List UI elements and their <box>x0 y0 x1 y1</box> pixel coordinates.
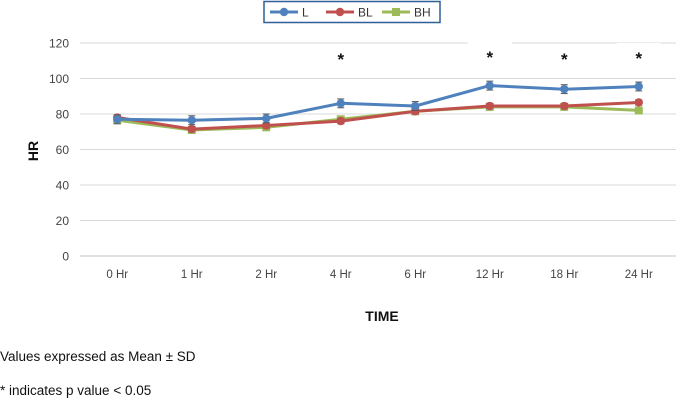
x-tick-label: 4 Hr <box>330 269 352 281</box>
legend-label: BH <box>414 6 431 20</box>
x-tick-label: 18 Hr <box>550 269 578 281</box>
data-point <box>187 116 196 125</box>
significance-annotations: * * * * <box>318 42 661 69</box>
x-tick-label: 6 Hr <box>404 269 426 281</box>
data-point <box>336 99 345 108</box>
y-tick-labels: 0 20 40 60 80 100 120 <box>49 37 69 264</box>
data-point <box>485 81 494 90</box>
x-axis-label: TIME <box>365 308 398 324</box>
data-point <box>113 115 122 124</box>
legend-label: BL <box>358 6 373 20</box>
x-tick-label: 12 Hr <box>476 269 504 281</box>
x-tick-label: 2 Hr <box>255 269 277 281</box>
y-tick-label: 20 <box>56 214 70 228</box>
data-point <box>634 106 643 115</box>
annotation-bg <box>542 43 587 66</box>
x-tick-labels: 0 Hr 1 Hr 2 Hr 4 Hr 6 Hr 12 Hr 18 Hr 24 Hr <box>106 269 653 281</box>
annotation-bg <box>616 43 661 66</box>
data-point <box>485 101 494 111</box>
data-point <box>634 98 643 107</box>
y-tick-label: 0 <box>62 250 69 264</box>
series-L <box>113 80 643 126</box>
series-line-BL <box>115 101 641 131</box>
legend-label: L <box>302 6 309 20</box>
data-point <box>560 84 569 94</box>
series-line-L <box>115 84 641 122</box>
annotation-bg <box>318 43 363 66</box>
y-tick-label: 120 <box>49 37 69 51</box>
legend: L BL BH <box>263 0 441 24</box>
y-tick-label: 60 <box>56 143 70 157</box>
data-point <box>634 82 643 91</box>
data-point <box>262 121 271 130</box>
significance-marker: * <box>337 50 344 69</box>
y-tick-label: 40 <box>56 179 70 193</box>
data-point <box>187 124 196 134</box>
y-tick-label: 80 <box>56 108 70 122</box>
data-point <box>262 114 271 123</box>
annotation-bg <box>467 42 512 65</box>
x-tick-label: 24 Hr <box>625 269 653 281</box>
significance-marker: * <box>486 48 493 67</box>
legend-swatch-marker <box>335 7 345 17</box>
series-group <box>113 80 643 134</box>
data-point <box>560 101 569 111</box>
data-point <box>336 116 345 126</box>
x-tick-label: 1 Hr <box>181 269 203 281</box>
footnote-p-value: * indicates p value < 0.05 <box>0 383 152 398</box>
legend-swatch-marker <box>392 8 400 16</box>
hr-line-chart: 0 20 40 60 80 100 120 0 Hr 1 Hr 2 Hr 4 Hr 6 Hr 12 H… <box>25 0 676 324</box>
data-point <box>411 101 420 111</box>
series-BL <box>113 98 643 134</box>
footnote-mean-sd: Values expressed as Mean ± SD <box>0 349 196 364</box>
x-tick-label: 0 Hr <box>106 269 128 281</box>
gridlines <box>80 42 676 257</box>
y-tick-label: 100 <box>49 72 69 86</box>
legend-swatch-marker <box>279 7 289 17</box>
significance-marker: * <box>635 49 642 68</box>
y-axis-label: HR <box>25 141 41 161</box>
significance-marker: * <box>561 50 568 69</box>
